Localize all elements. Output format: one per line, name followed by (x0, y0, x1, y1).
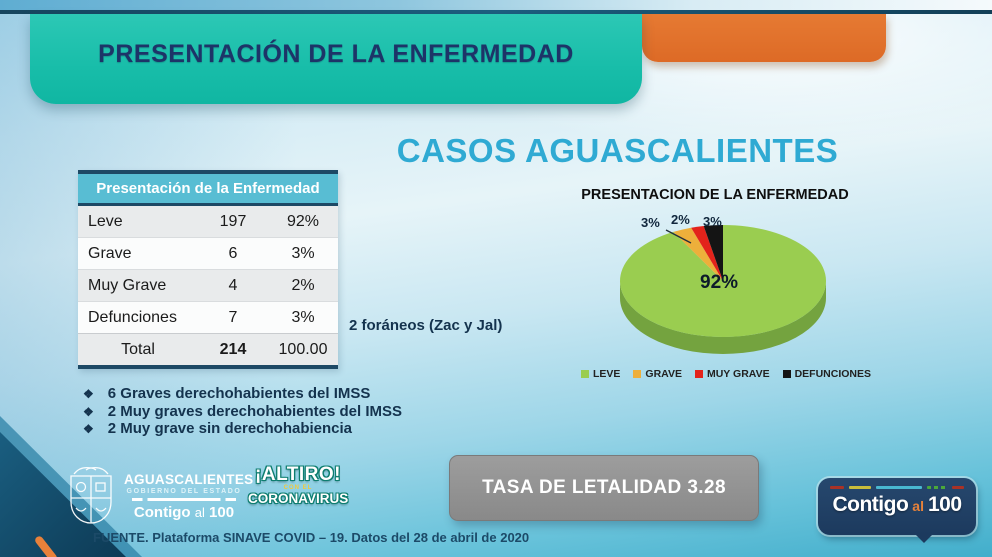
slide-title: PRESENTACIÓN DE LA ENFERMEDAD (98, 40, 574, 68)
gov-name: AGUASCALIENTES (124, 472, 254, 487)
bullet-text: 2 Muy grave sin derechohabiencia (107, 420, 353, 437)
gov-slogan: Contigo al 100 (124, 504, 244, 521)
gov-slogan-contigo: Contigo (133, 504, 191, 521)
badge-color-dashes (818, 478, 976, 489)
gov-slogan-al: al (194, 505, 205, 520)
gov-subtitle: GOBIERNO DEL ESTADO (126, 488, 242, 495)
row-pct: 2% (291, 277, 315, 294)
pie-chart (588, 208, 862, 373)
foreign-cases-note: 2 foráneos (Zac y Jal) (349, 317, 503, 334)
row-label: Muy Grave (88, 277, 167, 294)
chart-legend: LEVE GRAVE MUY GRAVE DEFUNCIONES (566, 368, 886, 380)
badge-contigo: Contigo (832, 493, 909, 516)
row-pct: 3% (291, 309, 315, 326)
legend-swatch (694, 370, 703, 378)
badge-100: 100 (927, 493, 962, 516)
pie-label-leader-line (665, 229, 692, 244)
total-pct: 100.00 (278, 341, 328, 358)
legend-item-muy-grave: MUY GRAVE (694, 368, 770, 380)
legend-swatch (633, 370, 642, 378)
table-row: Muy Grave 4 2% (78, 269, 338, 301)
pie-slice-defunciones (703, 225, 723, 281)
table-row: Grave 6 3% (78, 237, 338, 269)
bullet-text: 6 Graves derechohabientes del IMSS (107, 385, 371, 402)
bullet-item: ❖ 2 Muy grave sin derechohabiencia (83, 420, 402, 438)
table-total-row: Total 214 100.00 (78, 333, 338, 365)
row-pct: 92% (286, 213, 320, 230)
total-value: 214 (219, 341, 247, 358)
top-strip (0, 0, 992, 10)
total-label: Total (121, 341, 155, 358)
diamond-bullet-icon: ❖ (83, 422, 94, 436)
legend-label: LEVE (592, 368, 621, 380)
pie-label-leve: 92% (700, 272, 739, 293)
header-banner: PRESENTACIÓN DE LA ENFERMEDAD (30, 14, 642, 104)
diamond-bullet-icon: ❖ (83, 404, 94, 419)
row-pct: 3% (291, 245, 315, 262)
bullet-item: ❖ 2 Muy graves derechohabientes del IMSS (83, 402, 403, 421)
pie-slice-leve (620, 225, 827, 337)
row-value: 7 (228, 309, 238, 326)
source-note: FUENTE. Plataforma SINAVE COVID – 19. Da… (93, 530, 530, 545)
bullet-item: ❖ 6 Graves derechohabientes del IMSS (83, 385, 402, 403)
diamond-bullet-icon: ❖ (83, 387, 94, 401)
row-value: 4 (228, 277, 238, 294)
main-title: CASOS AGUASCALIENTES (396, 132, 839, 169)
legend-label: DEFUNCIONES (794, 368, 872, 380)
altiro-logo: ¡ALTIRO! CON EL CORONAVIRUS (248, 464, 348, 506)
top-divider-line (0, 10, 992, 14)
table-row: Defunciones 7 3% (78, 301, 338, 333)
badge-dash-green (927, 486, 947, 489)
altiro-mid: CON EL (283, 485, 313, 491)
gov-logo-text: AGUASCALIENTES GOBIERNO DEL ESTADO Conti… (124, 472, 254, 521)
legend-swatch (580, 370, 589, 378)
table-row: Leve 197 92% (78, 206, 338, 237)
pie-chart-svg (620, 225, 827, 354)
badge-dash-red (830, 486, 844, 489)
altiro-line1: ¡ALTIRO! (255, 464, 341, 485)
bullet-list: ❖ 6 Graves derechohabientes del IMSS ❖ 2 Mu… (83, 385, 403, 439)
altiro-line2: CORONAVIRUS (248, 491, 349, 506)
legend-item-defunciones: DEFUNCIONES (782, 368, 872, 380)
lethality-box: TASA DE LETALIDAD 3.28 (449, 455, 759, 521)
contigo-al-100-badge: Contigo al 100 (818, 478, 976, 543)
badge-dash-cyan (876, 486, 922, 489)
row-label: Grave (88, 245, 132, 262)
legend-label: MUY GRAVE (706, 368, 770, 380)
legend-swatch (782, 370, 791, 378)
legend-item-leve: LEVE (580, 368, 621, 380)
legend-item-grave: GRAVE (633, 368, 682, 380)
badge-al: al (912, 498, 924, 514)
badge-text: Contigo al 100 (818, 493, 976, 517)
bullet-text: 2 Muy graves derechohabientes del IMSS (107, 402, 403, 420)
pie-label-defunciones: 3% (703, 214, 722, 229)
row-value: 6 (228, 245, 238, 262)
pie-label-muy-grave: 2% (671, 212, 690, 227)
table-title: Presentación de la Enfermedad (78, 174, 338, 206)
badge-dash-yellow (849, 486, 871, 489)
coat-of-arms-icon (70, 466, 112, 524)
pie-side (620, 281, 826, 354)
gov-slogan-100: 100 (209, 504, 235, 521)
gov-divider (132, 498, 236, 501)
badge-dash-red2 (952, 486, 964, 489)
presentation-table: Presentación de la Enfermedad Leve 197 92%… (78, 170, 338, 369)
pie-slice-muy-grave (691, 225, 723, 281)
pie-label-grave: 3% (641, 215, 660, 230)
table-body: Leve 197 92% Grave 6 3% Muy Grave 4 2% Defuncione… (78, 206, 338, 333)
chart-title: PRESENTACION DE LA ENFERMEDAD (581, 187, 849, 203)
row-value: 197 (219, 213, 247, 230)
legend-label: GRAVE (645, 368, 682, 380)
orange-accent-tab (642, 14, 886, 62)
row-label: Defunciones (88, 309, 177, 326)
row-label: Leve (88, 213, 123, 230)
